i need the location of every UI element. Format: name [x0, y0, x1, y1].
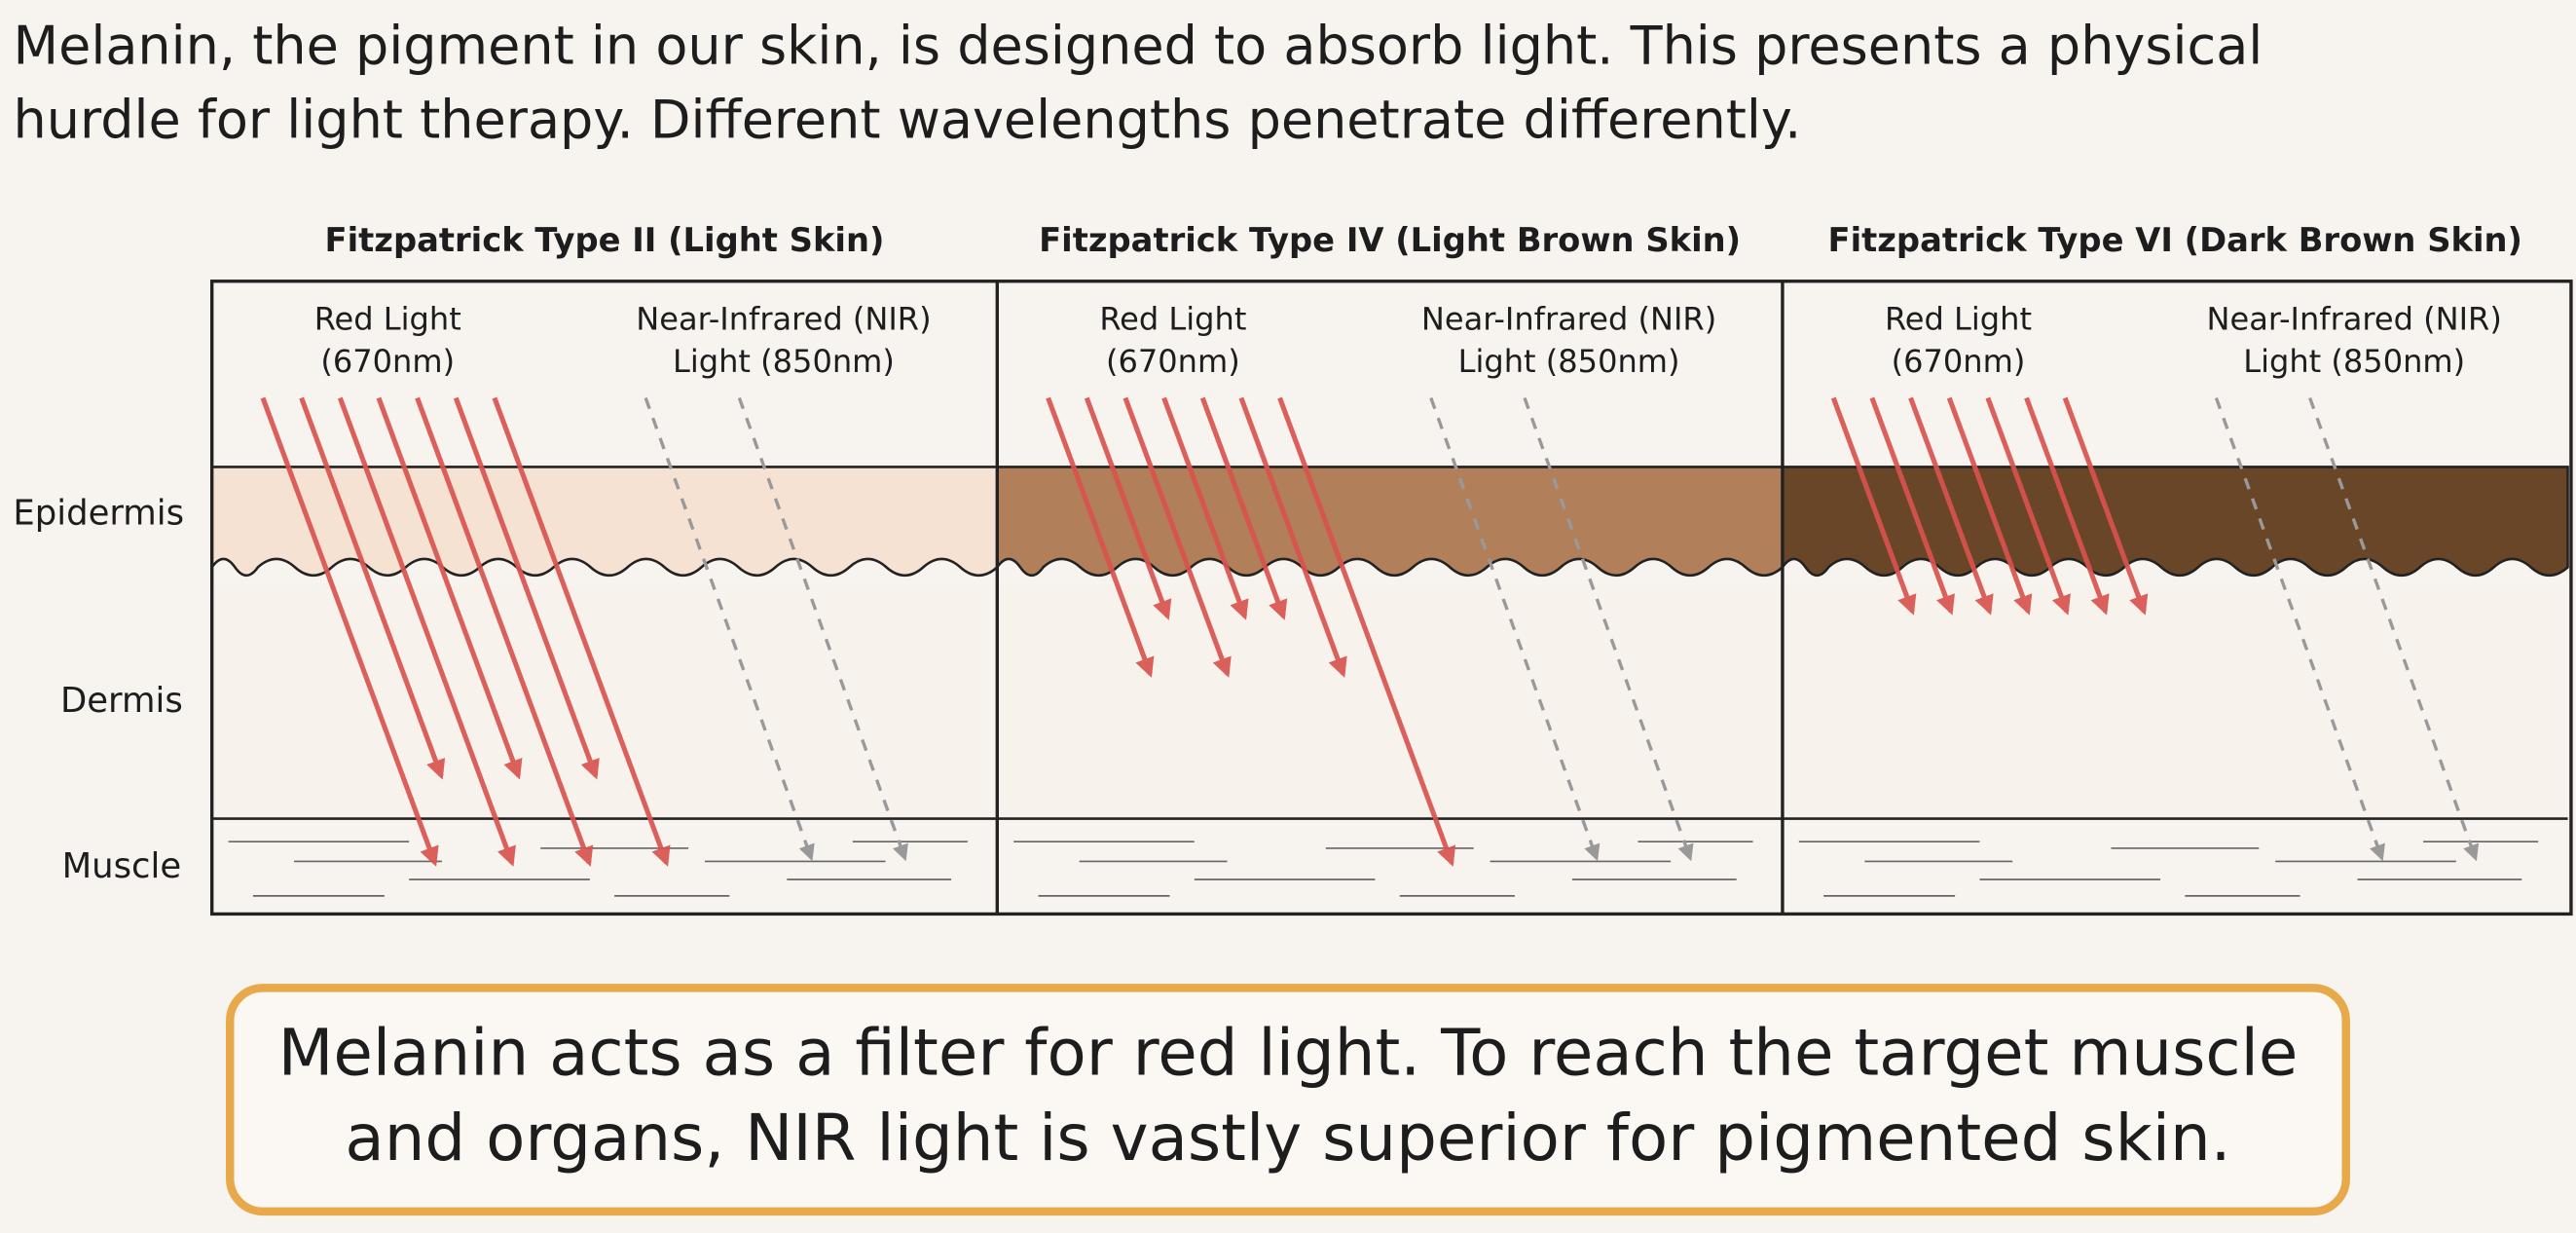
conclusion-text: Melanin acts as a filter for red light. … — [278, 1015, 2299, 1090]
red-arrow — [1277, 396, 1456, 867]
nir-label: Light (850nm) — [2243, 343, 2465, 380]
red-label: Red Light — [1099, 300, 1246, 337]
conclusion-text: and organs, NIR light is vastly superior… — [345, 1101, 2230, 1176]
nir-label: Light (850nm) — [1458, 343, 1680, 380]
nir-arrow — [737, 396, 908, 862]
layer-label: Epidermis — [13, 493, 184, 533]
red-arrow — [299, 396, 446, 780]
nir-label: Light (850nm) — [673, 343, 895, 380]
intro-text: Melanin, the pigment in our skin, is des… — [14, 15, 2263, 76]
nir-arrow — [2308, 396, 2480, 862]
diagram-frame — [210, 280, 2573, 916]
red-arrow — [1869, 396, 1955, 616]
red-label: Red Light — [314, 300, 461, 337]
nir-label: Near-Infrared (NIR) — [2207, 300, 2502, 337]
red-arrow — [2062, 396, 2149, 616]
panel-title: Fitzpatrick Type VI (Dark Brown Skin) — [1828, 221, 2522, 259]
intro-text: hurdle for light therapy. Different wave… — [14, 89, 1802, 150]
red-arrow — [260, 396, 439, 867]
red-arrow — [453, 396, 600, 780]
red-arrow — [337, 396, 516, 867]
dermis — [1782, 584, 2568, 819]
red-arrow — [1238, 396, 1347, 678]
red-label: Red Light — [1885, 300, 2032, 337]
red-arrow — [492, 396, 671, 867]
nir-label: Near-Infrared (NIR) — [636, 300, 931, 337]
epidermis — [1781, 466, 2569, 578]
conclusion-box — [226, 984, 2350, 1216]
nir-arrow — [2214, 396, 2385, 862]
nir-label: Near-Infrared (NIR) — [1421, 300, 1716, 337]
red-arrow — [1046, 396, 1155, 678]
red-arrow — [2024, 396, 2110, 616]
red-label: (670nm) — [1892, 343, 2026, 380]
epidermis — [996, 466, 1785, 578]
red-label: (670nm) — [1106, 343, 1240, 380]
layer-label: Muscle — [62, 846, 182, 886]
red-arrow — [1908, 396, 1994, 616]
red-arrow — [376, 396, 523, 780]
panel-title: Fitzpatrick Type IV (Light Brown Skin) — [1039, 221, 1741, 259]
red-arrow — [1985, 396, 2071, 616]
red-arrow — [1946, 396, 2033, 616]
red-arrow — [1161, 396, 1249, 620]
red-label: (670nm) — [320, 343, 455, 380]
red-arrow — [1199, 396, 1288, 620]
red-arrow — [1122, 396, 1232, 678]
red-arrow — [415, 396, 594, 867]
nir-arrow — [1523, 396, 1694, 862]
nir-arrow — [644, 396, 815, 862]
red-arrow — [1830, 396, 1917, 616]
panels: Fitzpatrick Type II (Light Skin) Red Ligh… — [210, 221, 2569, 897]
epidermis — [210, 466, 999, 578]
layer-label: Dermis — [60, 681, 183, 721]
panel-title: Fitzpatrick Type II (Light Skin) — [325, 221, 885, 259]
nir-arrow — [1429, 396, 1601, 862]
red-arrow — [1084, 396, 1172, 620]
